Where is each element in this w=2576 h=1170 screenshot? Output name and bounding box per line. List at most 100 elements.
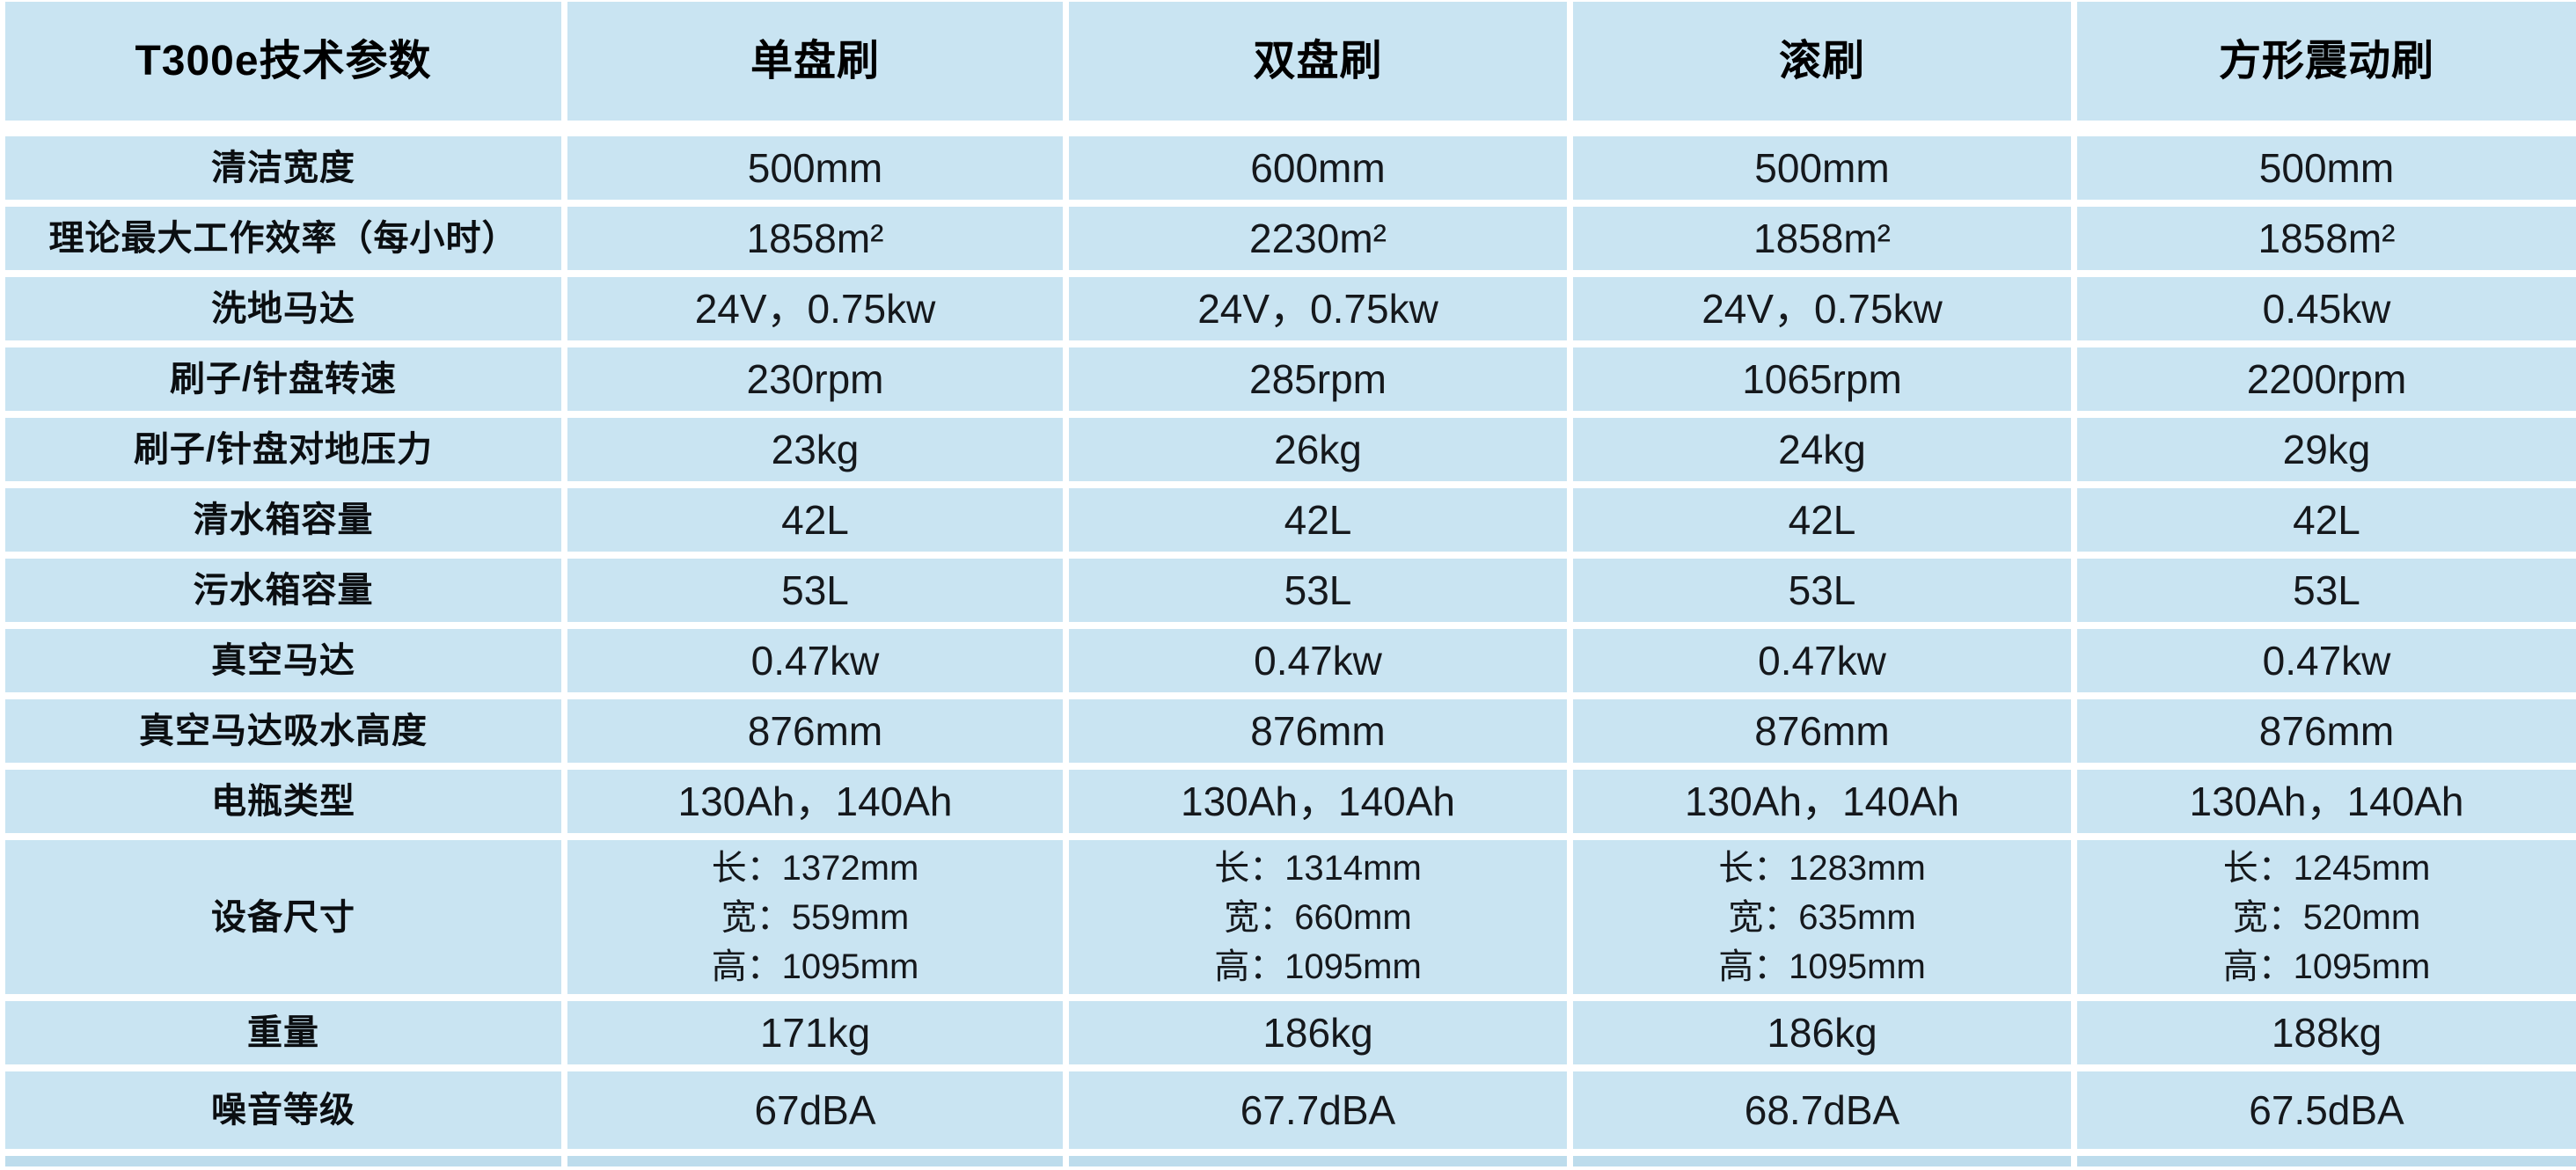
value-cell: 0.45kw bbox=[2077, 277, 2576, 340]
value-cell: 230rpm bbox=[567, 347, 1063, 411]
value-cell: 1858m² bbox=[567, 207, 1063, 270]
value-cell: 26kg bbox=[1069, 418, 1567, 481]
bottom-strip-cell bbox=[567, 1156, 1063, 1166]
table-row: 设备尺寸 长：1372mm 宽：559mm 高：1095mm 长：1314mm 宽：660… bbox=[5, 840, 2576, 994]
dimension-line: 宽：520mm bbox=[2232, 897, 2421, 937]
row-label: 污水箱容量 bbox=[5, 559, 561, 622]
dimension-line: 高：1095mm bbox=[2222, 947, 2431, 986]
row-label: 清水箱容量 bbox=[5, 488, 561, 552]
table-row: 噪音等级 67dBA 67.7dBA 68.7dBA 67.5dBA bbox=[5, 1071, 2576, 1149]
bottom-strip-cell bbox=[5, 1156, 561, 1166]
value-cell: 67.7dBA bbox=[1069, 1071, 1567, 1149]
value-cell: 42L bbox=[1069, 488, 1567, 552]
value-cell: 600mm bbox=[1069, 136, 1567, 200]
value-cell: 42L bbox=[567, 488, 1063, 552]
value-cell: 876mm bbox=[1573, 699, 2071, 763]
value-cell: 42L bbox=[1573, 488, 2071, 552]
bottom-strip-cell bbox=[1573, 1156, 2071, 1166]
row-label: 刷子/针盘转速 bbox=[5, 347, 561, 411]
dimension-line: 长：1314mm bbox=[1214, 848, 1422, 888]
dimension-line: 宽：635mm bbox=[1728, 897, 1916, 937]
value-cell: 53L bbox=[1573, 559, 2071, 622]
value-cell: 876mm bbox=[567, 699, 1063, 763]
dimensions-cell: 长：1314mm 宽：660mm 高：1095mm bbox=[1069, 840, 1567, 994]
value-cell: 53L bbox=[2077, 559, 2576, 622]
value-cell: 500mm bbox=[1573, 136, 2071, 200]
value-cell: 876mm bbox=[2077, 699, 2576, 763]
dimensions-cell: 长：1372mm 宽：559mm 高：1095mm bbox=[567, 840, 1063, 994]
value-cell: 2230m² bbox=[1069, 207, 1567, 270]
dimension-line: 高：1095mm bbox=[1718, 947, 1926, 986]
row-label: 真空马达 bbox=[5, 629, 561, 692]
table-row: 污水箱容量 53L 53L 53L 53L bbox=[5, 559, 2576, 622]
value-cell: 1858m² bbox=[2077, 207, 2576, 270]
table-title: T300e技术参数 bbox=[5, 2, 561, 121]
value-cell: 53L bbox=[1069, 559, 1567, 622]
row-label: 刷子/针盘对地压力 bbox=[5, 418, 561, 481]
row-label: 噪音等级 bbox=[5, 1071, 561, 1149]
value-cell: 186kg bbox=[1573, 1001, 2071, 1064]
dimensions-cell: 长：1283mm 宽：635mm 高：1095mm bbox=[1573, 840, 2071, 994]
dimension-line: 宽：660mm bbox=[1224, 897, 1412, 937]
column-header: 单盘刷 bbox=[567, 2, 1063, 121]
value-cell: 0.47kw bbox=[1069, 629, 1567, 692]
value-cell: 42L bbox=[2077, 488, 2576, 552]
table-row: 理论最大工作效率（每小时） 1858m² 2230m² 1858m² 1858m² bbox=[5, 207, 2576, 270]
table-row: 真空马达吸水高度 876mm 876mm 876mm 876mm bbox=[5, 699, 2576, 763]
table-row: 刷子/针盘转速 230rpm 285rpm 1065rpm 2200rpm bbox=[5, 347, 2576, 411]
value-cell: 24V，0.75kw bbox=[1573, 277, 2071, 340]
dimension-line: 高：1095mm bbox=[711, 947, 919, 986]
value-cell: 130Ah，140Ah bbox=[1069, 770, 1567, 833]
bottom-strip-cell bbox=[2077, 1156, 2576, 1166]
value-cell: 130Ah，140Ah bbox=[2077, 770, 2576, 833]
value-cell: 1065rpm bbox=[1573, 347, 2071, 411]
row-label: 设备尺寸 bbox=[5, 840, 561, 994]
value-cell: 67.5dBA bbox=[2077, 1071, 2576, 1149]
row-label: 重量 bbox=[5, 1001, 561, 1064]
value-cell: 1858m² bbox=[1573, 207, 2071, 270]
value-cell: 171kg bbox=[567, 1001, 1063, 1064]
column-header: 双盘刷 bbox=[1069, 2, 1567, 121]
table-row: 清洁宽度 500mm 600mm 500mm 500mm bbox=[5, 136, 2576, 200]
dimension-line: 长：1245mm bbox=[2222, 848, 2431, 888]
dimension-line: 长：1283mm bbox=[1718, 848, 1926, 888]
row-label: 理论最大工作效率（每小时） bbox=[5, 207, 561, 270]
value-cell: 67dBA bbox=[567, 1071, 1063, 1149]
value-cell: 500mm bbox=[567, 136, 1063, 200]
value-cell: 130Ah，140Ah bbox=[1573, 770, 2071, 833]
table-row: 刷子/针盘对地压力 23kg 26kg 24kg 29kg bbox=[5, 418, 2576, 481]
table-row: 电瓶类型 130Ah，140Ah 130Ah，140Ah 130Ah，140Ah 130… bbox=[5, 770, 2576, 833]
value-cell: 0.47kw bbox=[1573, 629, 2071, 692]
dimension-line: 高：1095mm bbox=[1214, 947, 1422, 986]
table-row: 真空马达 0.47kw 0.47kw 0.47kw 0.47kw bbox=[5, 629, 2576, 692]
value-cell: 24V，0.75kw bbox=[567, 277, 1063, 340]
dimension-line: 宽：559mm bbox=[721, 897, 910, 937]
value-cell: 53L bbox=[567, 559, 1063, 622]
dimensions-cell: 长：1245mm 宽：520mm 高：1095mm bbox=[2077, 840, 2576, 994]
table-row: 重量 171kg 186kg 186kg 188kg bbox=[5, 1001, 2576, 1064]
value-cell: 24kg bbox=[1573, 418, 2071, 481]
value-cell: 285rpm bbox=[1069, 347, 1567, 411]
bottom-strip bbox=[5, 1156, 2576, 1166]
value-cell: 0.47kw bbox=[567, 629, 1063, 692]
row-label: 电瓶类型 bbox=[5, 770, 561, 833]
value-cell: 500mm bbox=[2077, 136, 2576, 200]
row-label: 清洁宽度 bbox=[5, 136, 561, 200]
value-cell: 23kg bbox=[567, 418, 1063, 481]
row-label: 洗地马达 bbox=[5, 277, 561, 340]
value-cell: 0.47kw bbox=[2077, 629, 2576, 692]
dimension-line: 长：1372mm bbox=[711, 848, 919, 888]
value-cell: 29kg bbox=[2077, 418, 2576, 481]
value-cell: 24V，0.75kw bbox=[1069, 277, 1567, 340]
value-cell: 876mm bbox=[1069, 699, 1567, 763]
table-row: 清水箱容量 42L 42L 42L 42L bbox=[5, 488, 2576, 552]
value-cell: 68.7dBA bbox=[1573, 1071, 2071, 1149]
bottom-strip-cell bbox=[1069, 1156, 1567, 1166]
value-cell: 188kg bbox=[2077, 1001, 2576, 1064]
column-header: 方形震动刷 bbox=[2077, 2, 2576, 121]
table-row: 洗地马达 24V，0.75kw 24V，0.75kw 24V，0.75kw 0.45kw bbox=[5, 277, 2576, 340]
header-row: T300e技术参数 单盘刷 双盘刷 滚刷 方形震动刷 bbox=[5, 2, 2576, 121]
value-cell: 130Ah，140Ah bbox=[567, 770, 1063, 833]
value-cell: 2200rpm bbox=[2077, 347, 2576, 411]
